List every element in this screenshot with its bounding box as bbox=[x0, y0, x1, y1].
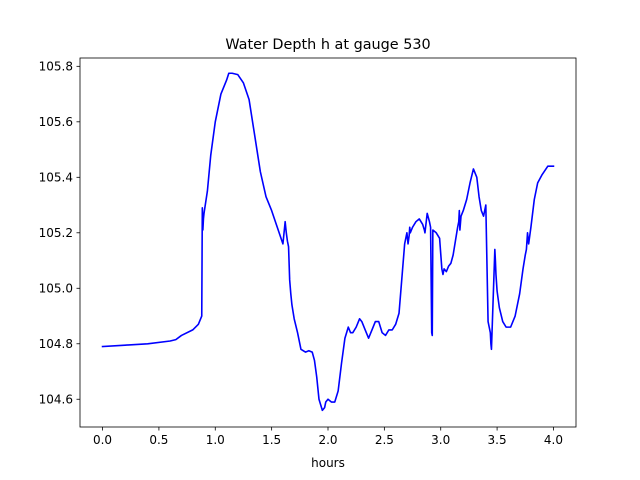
x-axis: 0.0 0.5 1.0 1.5 2.0 2.5 3.0 3.5 4.0 bbox=[93, 427, 563, 447]
series-line bbox=[101, 72, 555, 412]
chart-title: Water Depth h at gauge 530 bbox=[225, 37, 430, 53]
x-tick-label: 0.0 bbox=[93, 433, 112, 447]
x-tick-label: 2.0 bbox=[318, 433, 337, 447]
y-tick-label: 105.4 bbox=[39, 171, 73, 185]
x-tick-label: 1.0 bbox=[206, 433, 225, 447]
x-tick-label: 3.5 bbox=[488, 433, 507, 447]
y-tick-label: 105.2 bbox=[39, 226, 73, 240]
y-tick-label: 104.8 bbox=[39, 337, 73, 351]
x-axis-label: hours bbox=[311, 456, 345, 470]
plot-area: 0.0 0.5 1.0 1.5 2.0 2.5 3.0 3.5 4.0 104.6104.810… bbox=[39, 57, 577, 447]
x-tick-label: 3.0 bbox=[431, 433, 450, 447]
y-tick-label: 105.8 bbox=[39, 60, 73, 74]
y-tick-label: 105.6 bbox=[39, 115, 73, 129]
series-layer bbox=[101, 72, 555, 412]
x-tick-label: 2.5 bbox=[375, 433, 394, 447]
y-axis: 104.6 104.8 105.0 105.2 105.4 105.6 105.8 bbox=[39, 60, 80, 407]
y-tick-label: 105.0 bbox=[39, 282, 73, 296]
x-tick-label: 4.0 bbox=[544, 433, 563, 447]
x-tick-label: 0.5 bbox=[149, 433, 168, 447]
x-tick-label: 1.5 bbox=[262, 433, 281, 447]
y-tick-label: 104.6 bbox=[39, 393, 73, 407]
